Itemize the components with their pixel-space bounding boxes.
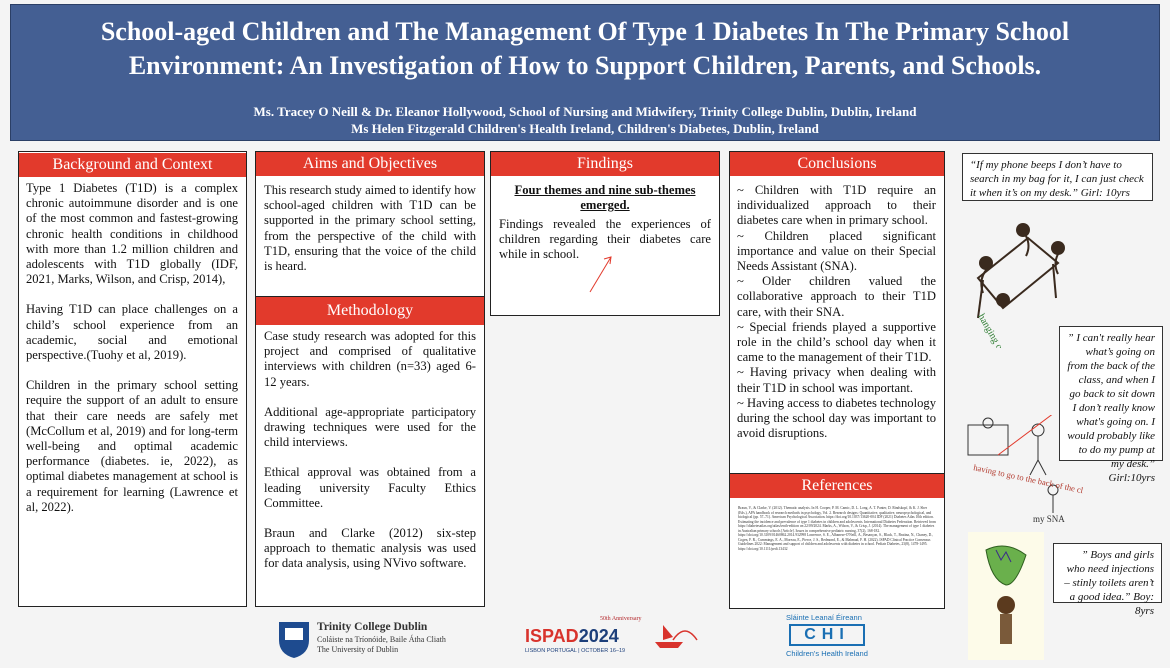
- conclusions-title: Conclusions: [730, 152, 944, 176]
- background-title: Background and Context: [19, 153, 246, 177]
- conclusion-item: ~ Children with T1D require an individua…: [737, 183, 936, 228]
- quote-back-of-class: ” I can't really hear what’s going on fr…: [1059, 326, 1163, 484]
- methodology-title: Methodology: [256, 297, 484, 325]
- drawing-caption-2: having to go to the back of the class fo…: [973, 462, 1083, 507]
- poster-title: School-aged Children and The Management …: [100, 17, 1070, 80]
- methodology-paragraph-4: Braun and Clarke (2012) six-step approac…: [264, 526, 476, 571]
- quote-toilets: ” Boys and girls who need injections – s…: [1053, 543, 1162, 617]
- conclusions-panel: Conclusions ~ Children with T1D require …: [729, 151, 945, 478]
- background-paragraph-1: Type 1 Diabetes (T1D) is a complex chron…: [26, 181, 238, 287]
- ispad-anniversary: 50th Anniversary: [600, 616, 642, 622]
- references-text: Braun, V., & Clarke, V. (2012). Thematic…: [738, 506, 936, 551]
- methodology-text: Case study research was adopted for this…: [264, 329, 476, 587]
- child-drawing-toilet: [968, 532, 1044, 660]
- findings-panel: Findings Four themes and nine sub-themes…: [490, 151, 720, 316]
- tcd-irish-name: Coláiste na Tríonóide, Baile Átha Cliath: [317, 635, 446, 644]
- background-paragraph-2: Having T1D can place challenges on a chi…: [26, 302, 238, 363]
- ispad-location: LISBON PORTUGAL | OCTOBER 16–19: [525, 648, 626, 654]
- quote-phone: “If my phone beeps I don’t have to searc…: [962, 153, 1153, 201]
- drawing-label-sna: my SNA: [1033, 514, 1065, 524]
- tcd-logo: Trinity College Dublin Coláiste na Tríon…: [277, 620, 507, 660]
- tcd-name: Trinity College Dublin: [317, 621, 428, 633]
- authors-line-1: Ms. Tracey O Neill & Dr. Eleanor Hollywo…: [253, 104, 917, 119]
- chi-name: Children's Health Ireland: [786, 649, 868, 658]
- references-panel: References Braun, V., & Clarke, V. (2012…: [729, 473, 945, 609]
- ship-bridge-icon: [655, 625, 698, 648]
- drawing-caption-1: hanging out together: [975, 312, 1026, 348]
- child-drawing-friends: hanging out together: [975, 223, 1065, 348]
- background-text: Type 1 Diabetes (T1D) is a complex chron…: [26, 181, 238, 530]
- conclusion-item: ~ Special friends played a supportive ro…: [737, 319, 936, 365]
- conclusions-list: ~ Children with T1D require an individua…: [737, 183, 936, 441]
- chi-logo: Sláinte Leanaí Éireann CHI Children's He…: [784, 613, 874, 665]
- child-drawing-classroom: having to go to the back of the class fo…: [967, 415, 1083, 524]
- conclusion-item: ~ Having privacy when dealing with their…: [737, 365, 936, 395]
- references-title: References: [730, 474, 944, 498]
- tcd-subtitle: The University of Dublin: [317, 645, 399, 654]
- aims-text: This research study aimed to identify ho…: [264, 183, 476, 274]
- findings-title: Findings: [491, 152, 719, 176]
- authors-line-2: Ms Helen Fitzgerald Children's Health Ir…: [351, 121, 819, 136]
- conclusion-item: ~ Older children valued the collaborativ…: [737, 274, 936, 319]
- methodology-panel: Methodology Case study research was adop…: [255, 296, 485, 607]
- chi-irish-name: Sláinte Leanaí Éireann: [786, 613, 862, 622]
- methodology-paragraph-1: Case study research was adopted for this…: [264, 329, 476, 389]
- arrow-icon: [589, 256, 612, 293]
- methodology-paragraph-2: Additional age-appropriate participatory…: [264, 404, 476, 450]
- aims-panel: Aims and Objectives This research study …: [255, 151, 485, 297]
- findings-text: Findings revealed the experiences of chi…: [499, 217, 711, 262]
- poster-header: School-aged Children and The Management …: [10, 4, 1160, 141]
- background-panel: Background and Context Type 1 Diabetes (…: [18, 151, 247, 607]
- chi-letters: CHI: [789, 624, 865, 646]
- conclusion-item: ~ Having access to diabetes technology d…: [737, 395, 936, 441]
- tcd-crest-icon: [279, 622, 309, 658]
- ispad-logo: 50th Anniversary ISPAD2024 LISBON PORTUG…: [525, 616, 698, 662]
- findings-heading: Four themes and nine sub-themes emerged.: [514, 183, 696, 213]
- methodology-paragraph-3: Ethical approval was obtained from a lea…: [264, 465, 476, 510]
- background-paragraph-3: Children in the primary school setting r…: [26, 378, 238, 514]
- aims-title: Aims and Objectives: [256, 152, 484, 176]
- ispad-wordmark: ISPAD2024: [525, 626, 619, 646]
- conclusion-item: ~ Children placed significant importance…: [737, 228, 936, 274]
